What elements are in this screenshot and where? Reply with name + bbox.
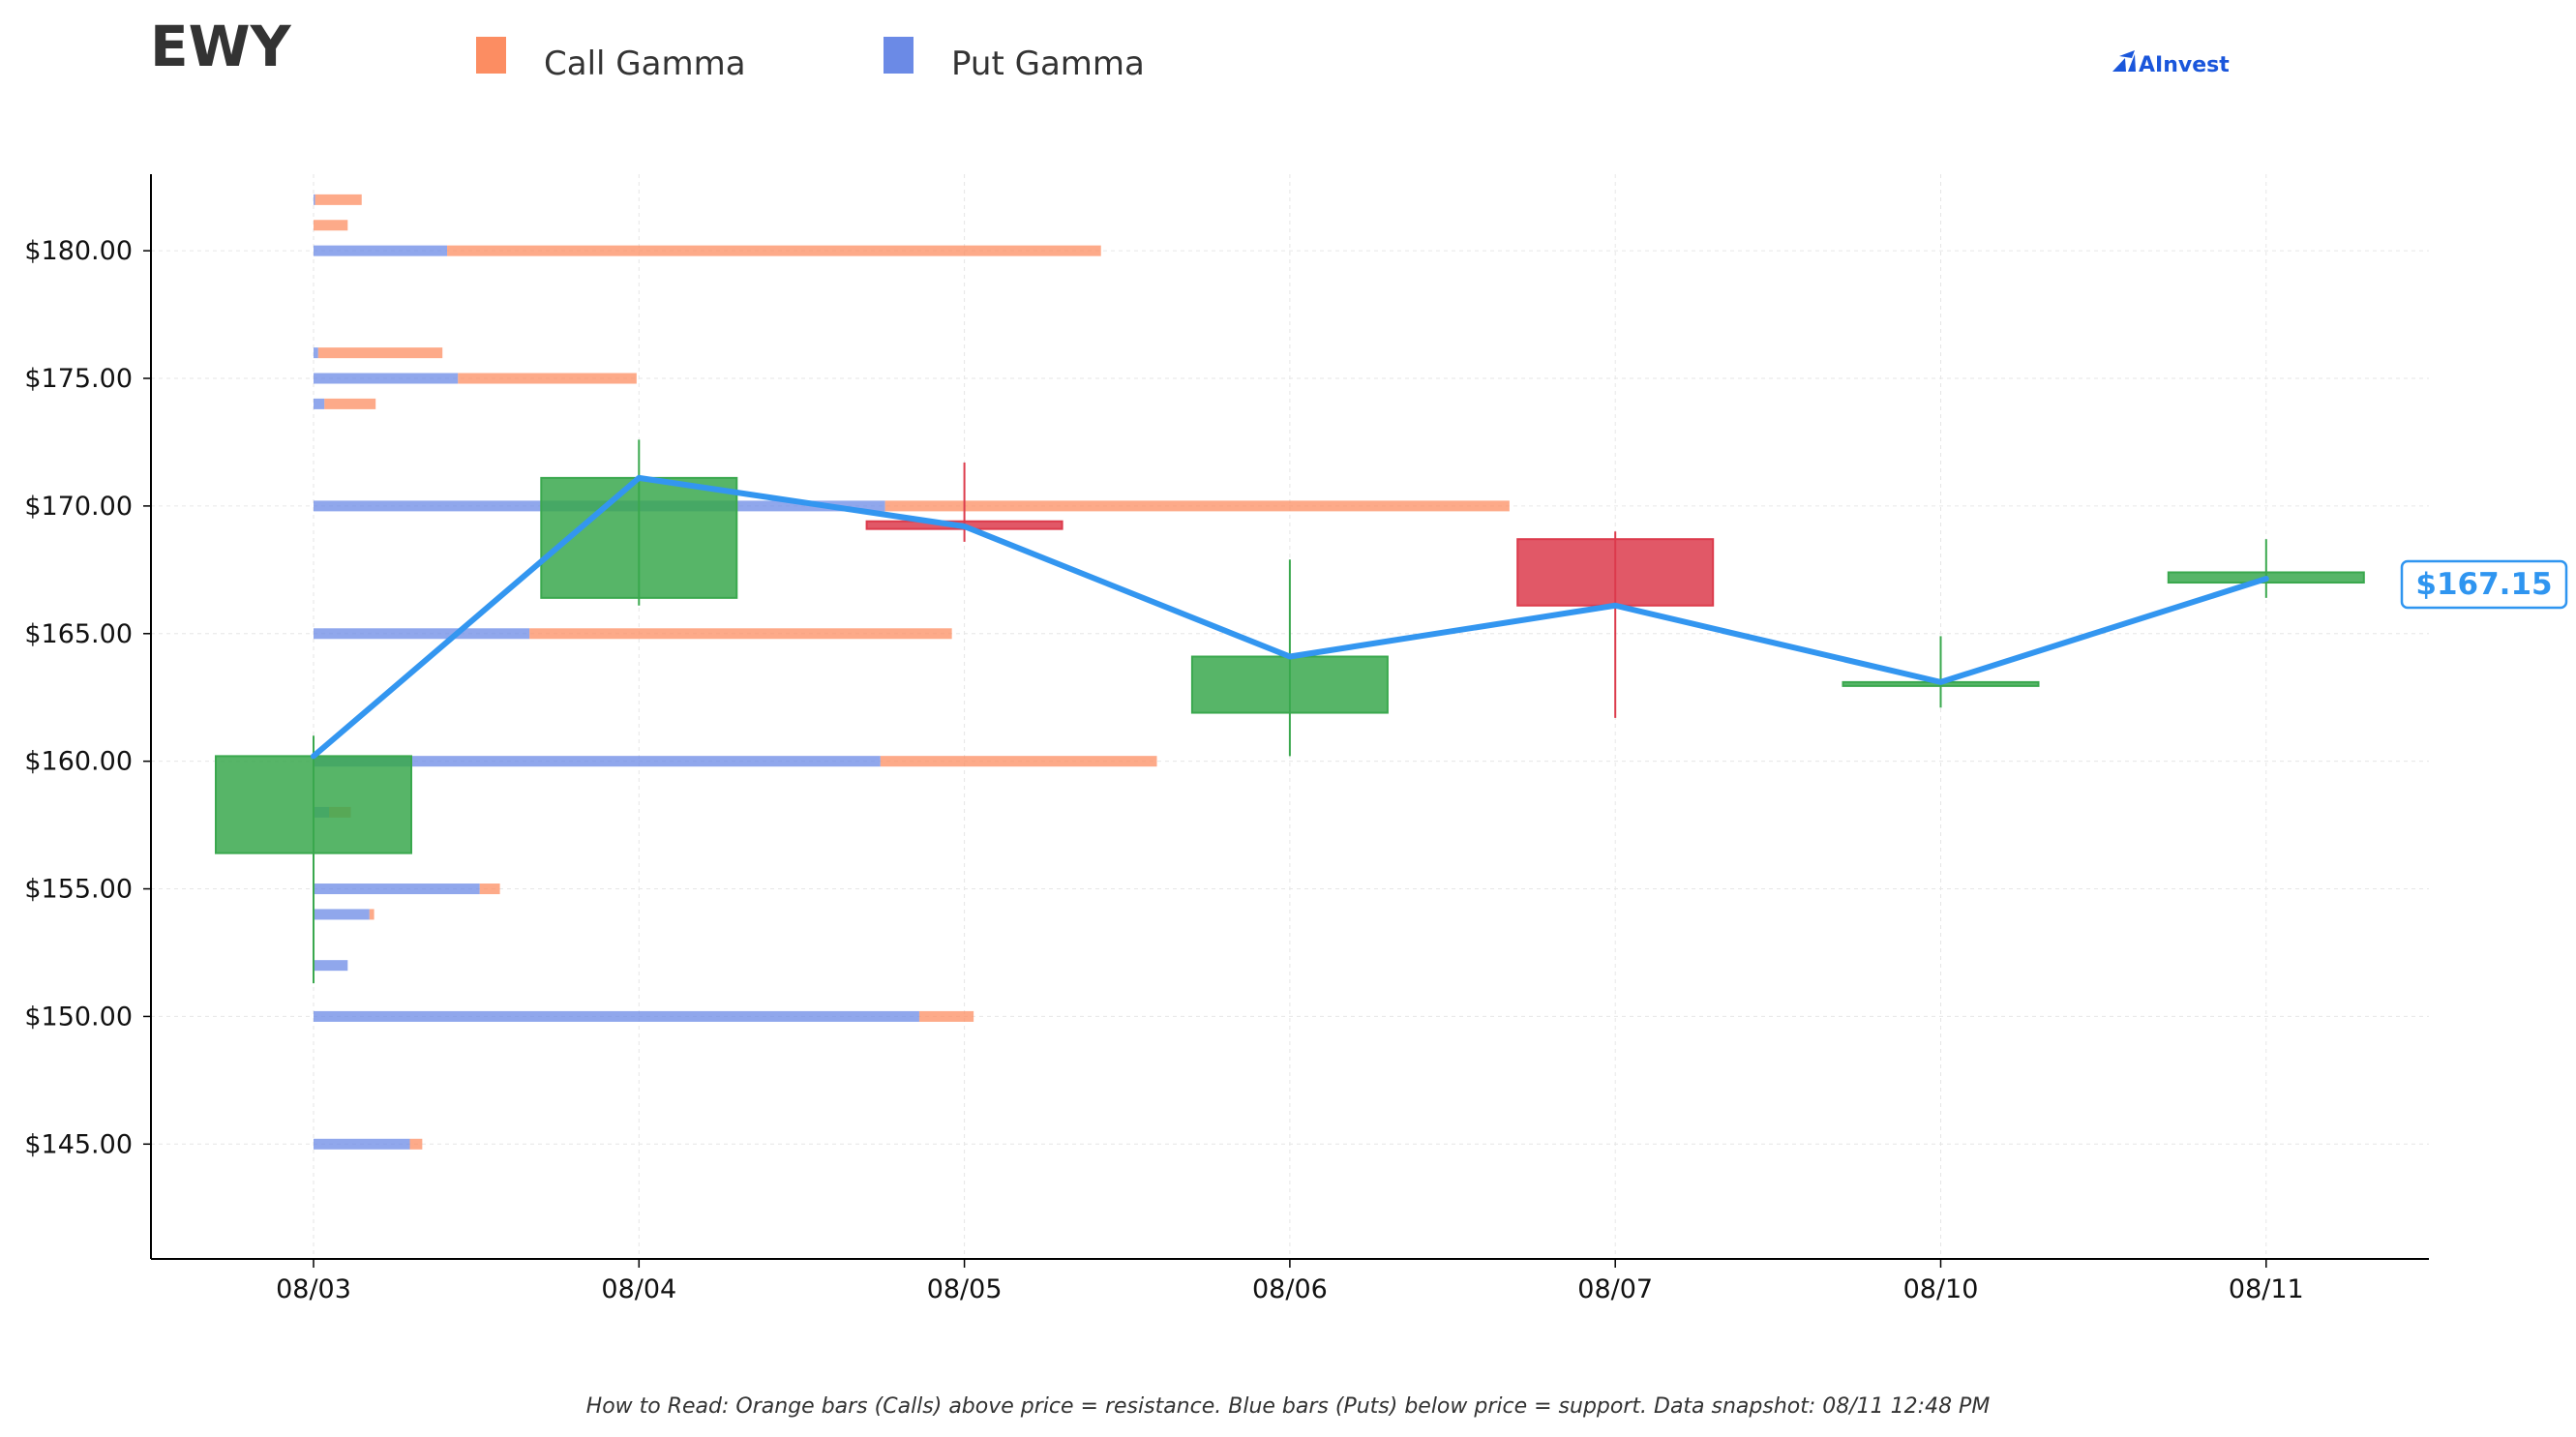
x-tick-label: 08/10 bbox=[1903, 1274, 1979, 1304]
y-tick-label: $165.00 bbox=[24, 619, 133, 649]
put-gamma-legend-swatch bbox=[884, 37, 914, 74]
current-price-label: $167.15 bbox=[2415, 567, 2552, 602]
call-gamma-bar bbox=[409, 1138, 423, 1150]
call-gamma-bar bbox=[458, 373, 637, 384]
call-gamma-bar bbox=[324, 398, 376, 409]
footnote: How to Read: Orange bars (Calls) above p… bbox=[586, 1394, 1991, 1419]
candle-body bbox=[1190, 655, 1389, 714]
call-gamma-bar bbox=[918, 1010, 974, 1022]
x-tick-label: 08/11 bbox=[2229, 1274, 2304, 1304]
put-gamma-bar bbox=[314, 347, 318, 359]
put-gamma-legend-label: Put Gamma bbox=[951, 45, 1145, 83]
call-gamma-bar bbox=[314, 220, 348, 231]
call-gamma-bar bbox=[880, 756, 1157, 767]
candle-body bbox=[1516, 538, 1715, 607]
put-gamma-bar bbox=[314, 1138, 410, 1150]
x-tick-label: 08/07 bbox=[1577, 1274, 1653, 1304]
put-gamma-bar bbox=[314, 909, 370, 920]
current-price-box bbox=[2400, 559, 2568, 610]
y-tick-label: $150.00 bbox=[24, 1002, 133, 1032]
x-tick-label: 08/06 bbox=[1252, 1274, 1328, 1304]
y-tick-label: $155.00 bbox=[24, 875, 133, 905]
legend: Call Gamma Put Gamma bbox=[476, 37, 1145, 83]
y-axis-ticks: $145.00 $150.00 $155.00 $160.00 $165.00 $170.… bbox=[24, 236, 151, 1159]
call-gamma-bar bbox=[369, 909, 374, 920]
call-gamma-legend-swatch bbox=[476, 37, 506, 74]
put-gamma-bar bbox=[314, 398, 325, 409]
y-tick-label: $160.00 bbox=[24, 747, 133, 777]
put-gamma-bar bbox=[314, 756, 881, 767]
put-gamma-bar bbox=[314, 194, 315, 205]
x-tick-label: 08/03 bbox=[276, 1274, 351, 1304]
y-tick-label: $180.00 bbox=[24, 236, 133, 266]
put-gamma-bar bbox=[314, 1010, 919, 1022]
call-gamma-bar bbox=[317, 347, 443, 359]
x-tick-label: 08/05 bbox=[927, 1274, 1003, 1304]
x-axis-ticks: 08/03 08/04 08/05 08/06 08/07 08/10 08/11 bbox=[276, 1259, 2304, 1304]
call-gamma-bar bbox=[315, 194, 362, 205]
candle-body bbox=[540, 476, 738, 599]
price-line-layer bbox=[311, 474, 2269, 760]
call-gamma-bar bbox=[447, 245, 1101, 256]
ticker-symbol: EWY bbox=[150, 14, 292, 79]
x-tick-label: 08/04 bbox=[601, 1274, 676, 1304]
brand-logo: AInvest bbox=[2112, 50, 2230, 77]
put-gamma-bar bbox=[314, 628, 530, 640]
price-line bbox=[311, 474, 2269, 760]
y-tick-label: $145.00 bbox=[24, 1129, 133, 1159]
call-gamma-legend-label: Call Gamma bbox=[544, 45, 746, 83]
put-gamma-bar bbox=[314, 373, 459, 384]
put-gamma-bar bbox=[314, 245, 448, 256]
y-tick-label: $175.00 bbox=[24, 364, 133, 394]
aiinvest-logo-icon bbox=[2112, 50, 2136, 72]
put-gamma-bar bbox=[314, 960, 348, 972]
current-price-tag: $167.15 bbox=[2400, 559, 2568, 610]
candle-body bbox=[215, 755, 412, 854]
y-tick-label: $170.00 bbox=[24, 492, 133, 522]
call-gamma-bar bbox=[529, 628, 952, 640]
put-gamma-bar bbox=[314, 883, 480, 895]
call-gamma-bar bbox=[884, 500, 1510, 512]
logo-text: AInvest bbox=[2139, 53, 2230, 77]
candlesticks bbox=[215, 439, 2365, 984]
call-gamma-bar bbox=[479, 883, 500, 895]
